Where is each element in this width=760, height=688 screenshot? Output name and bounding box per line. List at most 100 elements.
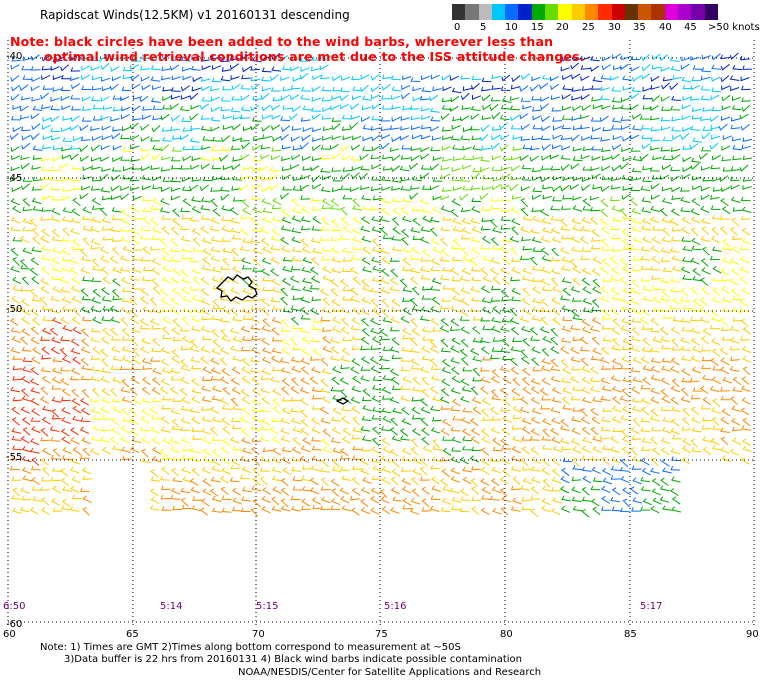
wind-barb [70,267,79,276]
wind-barb [351,227,362,235]
wind-barb [440,387,450,397]
wind-barb [421,185,432,190]
wind-barb [442,216,453,221]
wind-barb [520,356,530,365]
wind-barb [101,387,111,397]
wind-barb [70,427,79,436]
wind-barb [212,304,223,310]
wind-barb [471,135,482,140]
wind-barb [141,276,152,282]
wind-barb [330,386,341,392]
wind-barb [389,368,399,377]
wind-barb [560,265,571,272]
wind-barb [72,197,81,206]
wind-barb [229,55,240,61]
wind-barb [560,163,570,171]
wind-barb [561,234,572,240]
wind-barb [40,497,50,506]
wind-barb [472,406,481,415]
wind-barb [401,486,412,494]
wind-barb [60,95,70,101]
wind-barb [259,175,270,181]
wind-barb [420,106,431,112]
wind-barb [410,276,419,285]
wind-barb [261,356,272,364]
wind-barb [360,486,371,495]
wind-barb [532,187,543,193]
wind-barb [60,468,69,477]
wind-barb [280,225,291,232]
wind-barb [732,437,742,446]
wind-barb [690,337,700,346]
wind-barb [742,65,752,70]
wind-barb [690,316,701,322]
wind-barb [560,295,570,301]
wind-barb [620,325,630,332]
wind-barb [670,65,681,72]
wind-barb [41,305,52,311]
wind-barb [462,476,472,485]
wind-barb [349,122,359,130]
wind-barb [280,367,291,374]
wind-barb [120,186,130,191]
wind-barb [510,276,520,282]
wind-barb [321,327,332,332]
wind-barb [229,327,240,334]
wind-barb [499,114,510,121]
wind-barb [682,166,692,173]
wind-barb [610,225,621,231]
wind-barb [42,135,52,141]
wind-barb [10,465,20,471]
wind-barb [571,73,581,80]
wind-barb [251,346,261,355]
wind-barb [581,318,591,327]
wind-barb [339,487,349,495]
wind-barb [220,75,231,82]
wind-barb [660,447,670,456]
wind-barb [340,496,350,504]
wind-barb [469,125,480,131]
wind-barb [330,246,341,255]
wind-barb [130,74,140,81]
wind-barb [370,446,381,454]
wind-barb [389,326,400,332]
wind-barb [552,285,562,293]
wind-barb [261,368,271,376]
legend-swatch [545,4,559,20]
wind-barb [120,317,129,327]
wind-barb [31,457,40,466]
wind-barb [572,407,583,412]
wind-barb [432,156,442,161]
wind-barb [711,376,721,384]
wind-barb [601,238,610,248]
wind-barb [532,115,542,121]
wind-barb [100,96,110,102]
wind-barb [262,114,272,120]
wind-barb [111,427,120,436]
wind-barb [59,347,68,357]
wind-barb [400,395,410,402]
wind-barb [370,487,381,495]
wind-barb [701,286,710,296]
wind-barb [441,127,452,132]
wind-barb [172,217,181,227]
wind-barb [161,326,170,336]
wind-barb [231,386,241,395]
wind-barb [601,485,611,494]
wind-barb [21,495,32,501]
wind-barb [271,114,281,120]
wind-barb [222,456,231,466]
wind-barb [710,195,720,200]
wind-barb [631,279,640,289]
wind-barb [40,507,50,515]
lon-label-85: 85 [624,629,637,640]
wind-barb [11,427,22,434]
wind-barb [90,244,101,250]
wind-barb [331,219,340,228]
wind-barb [70,145,80,150]
wind-barb [500,207,511,212]
wind-barb [732,155,742,161]
time-label-4: 5:16 [384,601,407,612]
wind-barb [99,173,109,181]
wind-barb [330,204,341,210]
